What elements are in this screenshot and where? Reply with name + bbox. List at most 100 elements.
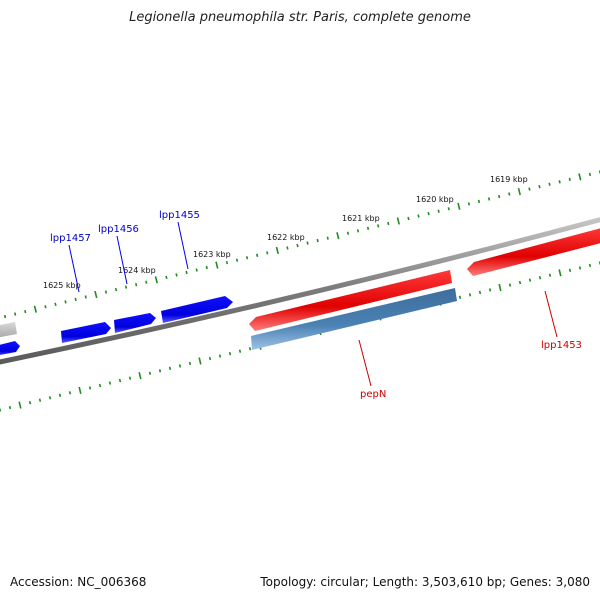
scale-minor-tick [135,283,138,287]
scale-minor-tick [316,238,319,243]
scale-major-tick [154,276,158,284]
scale-major-tick [215,261,219,269]
scale-minor-tick [508,192,511,196]
kbp-label-1620: 1620 kbp [416,195,454,204]
scale-minor-tick [366,226,370,230]
scale-minor-tick [477,199,481,204]
accession-text: Accession: NC_006368 [10,575,147,589]
scale-minor-tick [578,266,582,270]
leader-pepN [358,339,372,387]
scale-major-tick [336,232,340,240]
scale-minor-tick [447,207,450,211]
scale-minor-tick [48,396,52,400]
scale-minor-tick [538,184,541,189]
scale-minor-tick [114,287,118,292]
label-pepN[interactable]: pepN [360,389,386,400]
scale-minor-tick [185,270,188,275]
scale-minor-tick [228,351,232,356]
scale-minor-tick [266,251,269,255]
scale-major-tick [138,372,142,380]
scale-minor-tick [175,273,178,277]
scale-minor-tick [3,314,7,319]
scale-minor-tick [88,386,92,390]
scale-minor-tick [74,297,77,302]
gene-lpp1457[interactable] [61,322,111,343]
scale-minor-tick [377,224,380,228]
scale-minor-tick [458,295,462,300]
label-lpp1457[interactable]: lpp1457 [50,233,91,244]
scale-minor-tick [538,275,542,280]
scale-minor-tick [326,236,329,240]
scale-minor-tick [588,263,592,268]
scale-minor-tick [417,214,420,218]
scale-minor-tick [548,273,552,277]
gene-offscreen-grey[interactable] [0,322,17,338]
scale-minor-tick [208,356,212,361]
scale-minor-tick [306,241,309,245]
scale-minor-tick [248,347,252,351]
kbp-label-1619: 1619 kbp [490,175,528,184]
scale-minor-tick [238,349,242,353]
scale-minor-tick [245,256,249,260]
kbp-label-1621: 1621 kbp [342,214,380,223]
scale-minor-tick [14,312,17,316]
genome-summary-text: Topology: circular; Length: 3,503,610 bp… [260,575,590,589]
scale-minor-tick [427,212,430,216]
scale-minor-tick [256,253,259,257]
scale-minor-tick [225,261,229,265]
scale-minor-tick [68,391,72,395]
scale-minor-tick [558,180,561,184]
scale-minor-tick [437,209,440,213]
scale-minor-tick [165,275,168,279]
scale-minor-tick [24,310,27,314]
scale-minor-tick [528,278,532,282]
scale-major-tick [517,188,521,196]
scale-minor-tick [205,265,208,270]
scale-major-tick [457,202,461,210]
scale-major-tick [498,283,502,292]
scale-minor-tick [488,288,492,292]
scale-major-tick [396,217,400,225]
genome-backbone [0,217,600,365]
scale-minor-tick [568,268,572,273]
gene-lpp1456[interactable] [114,313,156,333]
label-lpp1453[interactable]: lpp1453 [541,340,582,351]
scale-minor-tick [8,405,12,410]
leader-lpp1453 [544,290,558,338]
scale-minor-tick [346,231,350,235]
scale-major-tick [33,305,37,313]
scale-minor-tick [518,280,522,285]
scale-minor-tick [588,172,592,177]
scale-minor-tick [145,280,148,284]
scale-minor-tick [64,300,67,304]
scale-minor-tick [178,364,182,368]
scale-minor-tick [28,400,32,405]
label-lpp1455[interactable]: lpp1455 [159,210,200,221]
scale-minor-tick [568,177,571,181]
leader-lpp1456 [116,235,128,285]
label-lpp1456[interactable]: lpp1456 [98,224,139,235]
scale-minor-tick [188,361,192,366]
scale-minor-tick [235,258,239,262]
leader-lpp1455 [177,221,189,270]
scale-minor-tick [54,302,57,307]
scale-minor-tick [58,393,62,398]
gene-lpp1455[interactable] [161,296,233,323]
gene-lpp1453[interactable] [467,227,600,276]
feature-steelblue-bar[interactable] [251,288,457,350]
scale-minor-tick [487,197,491,201]
kbp-label-1624: 1624 kbp [118,266,156,275]
gene-offscreen-blue[interactable] [0,341,20,356]
scale-minor-tick [84,295,87,299]
scale-minor-tick [195,268,198,272]
map-title: Legionella pneumophila str. Paris, compl… [129,10,471,25]
gene-pepN[interactable] [249,270,452,331]
scale-minor-tick [218,354,222,358]
scale-minor-tick [118,378,122,383]
scale-major-tick [78,386,82,394]
scale-major-tick [275,246,279,254]
scale-minor-tick [296,243,299,248]
scale-minor-tick [468,293,472,297]
scale-major-tick [18,401,22,409]
